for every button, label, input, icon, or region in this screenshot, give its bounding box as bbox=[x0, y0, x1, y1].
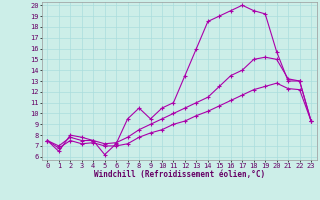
X-axis label: Windchill (Refroidissement éolien,°C): Windchill (Refroidissement éolien,°C) bbox=[94, 170, 265, 179]
